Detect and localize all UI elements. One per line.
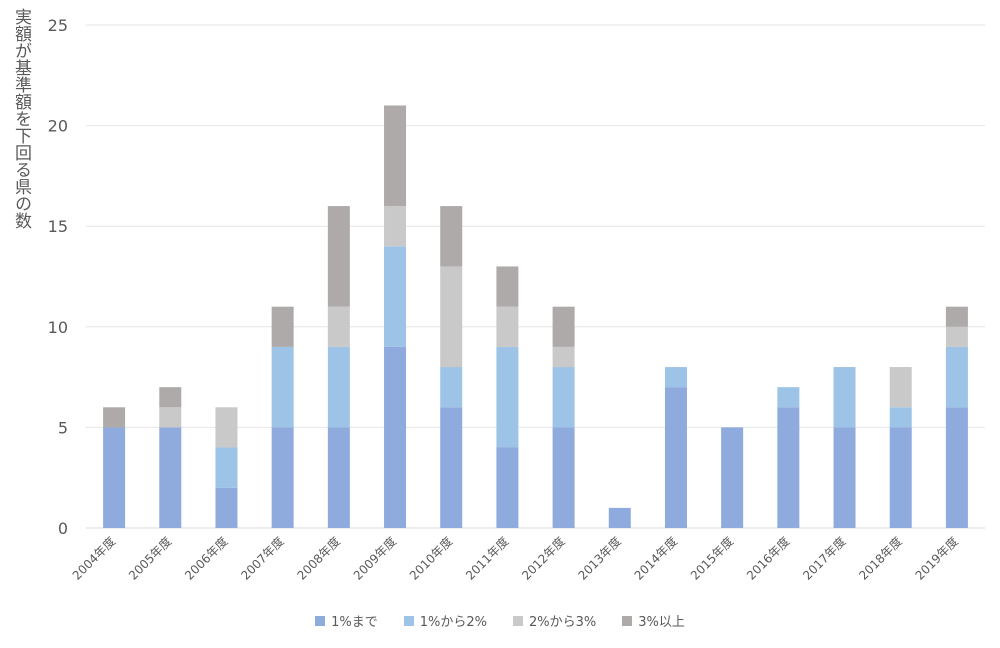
bar-segment <box>552 427 575 528</box>
y-tick-label: 25 <box>48 16 68 35</box>
bar-segment <box>945 346 968 408</box>
bar-segment <box>552 306 575 347</box>
bar-segment <box>384 105 407 207</box>
y-tick-label: 15 <box>48 217 68 236</box>
legend-item: 1%まで <box>315 611 378 630</box>
x-tick-label: 2011年度 <box>462 534 511 583</box>
x-tick-label: 2004年度 <box>69 534 118 583</box>
bar-segment <box>215 447 238 488</box>
x-tick-label: 2012年度 <box>519 534 568 583</box>
bar-segment <box>384 346 407 528</box>
bar-segment <box>721 427 744 528</box>
bar-segment <box>552 367 575 428</box>
bar-segment <box>215 487 238 528</box>
bar-segment <box>552 346 575 368</box>
bar-segment <box>271 346 294 428</box>
legend-item: 2%から3% <box>513 611 596 630</box>
bar-segment <box>440 206 463 267</box>
bar-segment <box>889 407 912 428</box>
bar-segment <box>889 427 912 528</box>
bar-segment <box>496 346 519 448</box>
bar-segment <box>215 407 238 448</box>
bar-segment <box>271 306 294 347</box>
bar-segment <box>945 407 968 528</box>
legend-item: 3%以上 <box>622 611 685 630</box>
x-axis-ticks: 2004年度 2005年度 2006年度 2007年度 2008年度 2009年度 2010… <box>69 534 961 583</box>
legend-swatch <box>315 615 326 626</box>
x-tick-label: 2019年度 <box>912 534 961 583</box>
bar-segment <box>777 407 800 528</box>
bar-segment <box>103 427 126 528</box>
y-tick-label: 20 <box>48 117 68 136</box>
bar-segment <box>945 306 968 327</box>
x-tick-label: 2005年度 <box>125 534 174 583</box>
x-tick-label: 2013年度 <box>575 534 624 583</box>
bar-segment <box>327 427 350 528</box>
x-tick-label: 2016年度 <box>743 534 792 583</box>
bar-segment <box>159 427 182 528</box>
legend-swatch <box>622 615 633 626</box>
x-tick-label: 2015年度 <box>687 534 736 583</box>
bar-segment <box>159 387 182 408</box>
bar-segment <box>889 367 912 408</box>
legend: 1%まで 1%から2% 2%から3% 3%以上 <box>0 611 1000 630</box>
bar-segment <box>327 346 350 428</box>
x-tick-label: 2009年度 <box>350 534 399 583</box>
bar-segment <box>496 306 519 347</box>
legend-swatch <box>513 615 523 626</box>
bar-segment <box>833 367 856 428</box>
bar-segment <box>440 367 463 408</box>
bar-segment <box>103 407 126 428</box>
bar-segment <box>833 427 856 528</box>
bar-segment <box>945 326 968 347</box>
legend-label: 2%から3% <box>529 615 597 630</box>
y-axis-ticks: 0 5 10 15 20 25 <box>48 16 68 538</box>
bar-segment <box>664 367 687 388</box>
x-tick-label: 2017年度 <box>799 534 848 583</box>
bar-segment <box>159 407 182 428</box>
bar-segment <box>664 387 687 528</box>
legend-item: 1%から2% <box>403 611 487 630</box>
legend-swatch <box>403 615 414 626</box>
bar-segment <box>327 206 350 307</box>
legend-label: 1%から2% <box>419 615 487 630</box>
bar-segment <box>777 387 800 408</box>
bar-segment <box>271 427 294 528</box>
x-tick-label: 2007年度 <box>238 534 287 583</box>
legend-label: 3%以上 <box>638 615 685 630</box>
y-tick-label: 10 <box>48 318 68 337</box>
bar-segment <box>496 266 519 307</box>
x-tick-label: 2018年度 <box>856 534 905 583</box>
bar-segment <box>384 206 407 247</box>
y-tick-label: 0 <box>58 519 68 538</box>
bar-segment <box>384 246 407 347</box>
bar-segment <box>327 306 350 347</box>
bar-segment <box>608 507 631 528</box>
bars <box>103 105 968 528</box>
x-tick-label: 2014年度 <box>631 534 680 583</box>
y-tick-label: 5 <box>58 418 68 437</box>
bar-segment <box>440 266 463 368</box>
x-tick-label: 2010年度 <box>406 534 455 583</box>
x-tick-label: 2008年度 <box>294 534 343 583</box>
legend-label: 1%まで <box>331 615 378 630</box>
y-axis-label: 実額が基準額を下回る県の数 <box>11 8 31 229</box>
bar-segment <box>496 447 519 528</box>
x-tick-label: 2006年度 <box>181 534 230 583</box>
bar-segment <box>440 407 463 528</box>
